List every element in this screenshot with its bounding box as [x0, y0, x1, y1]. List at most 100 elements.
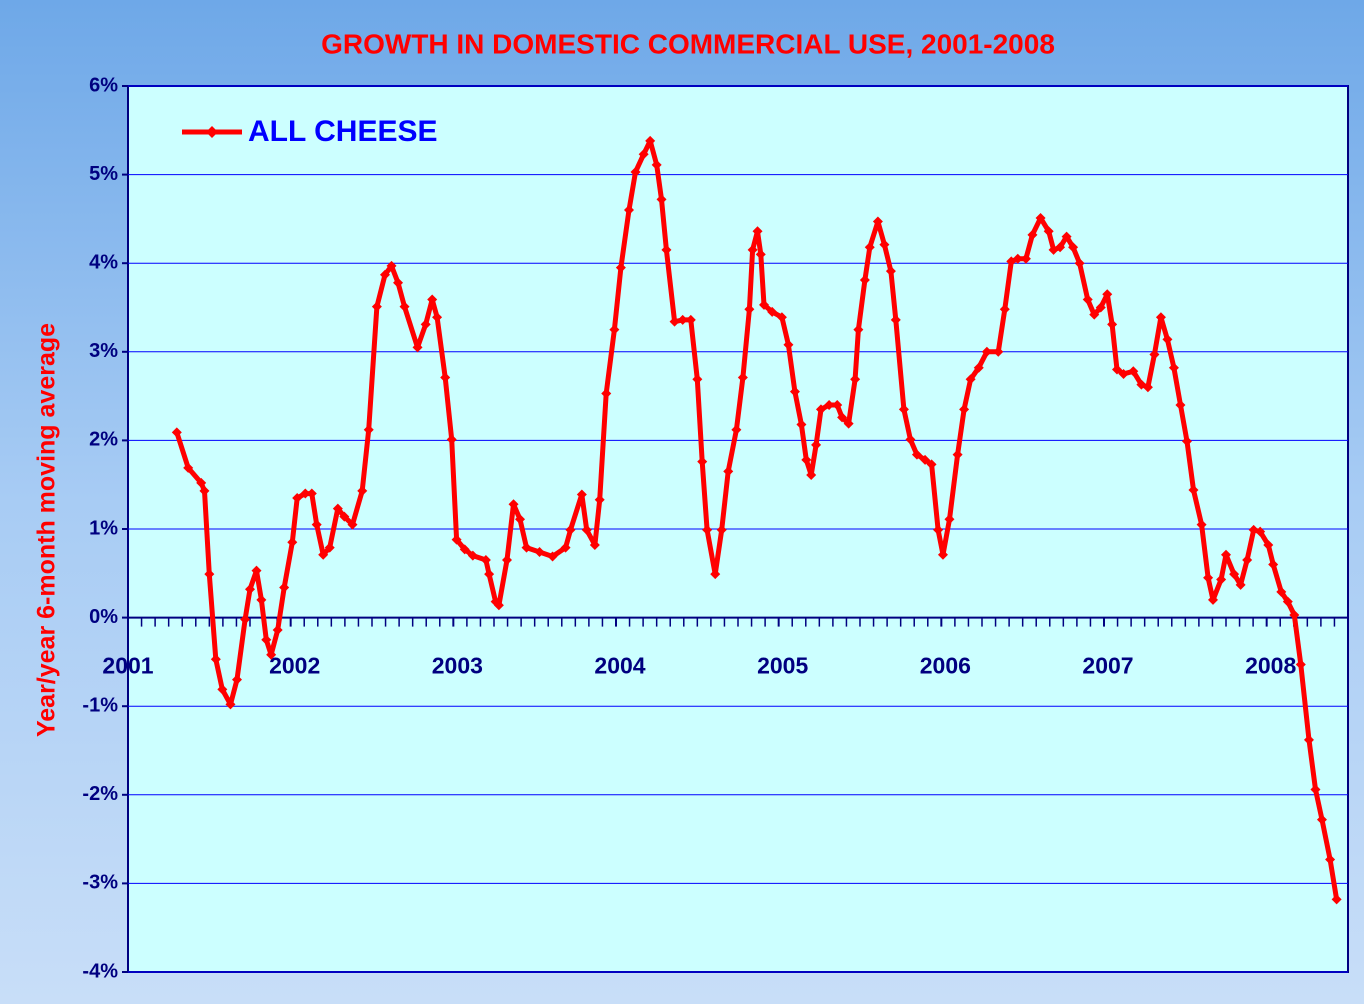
data-point: [933, 524, 944, 535]
data-point: [1118, 368, 1129, 379]
data-point: [399, 301, 410, 312]
data-point: [251, 565, 262, 576]
data-point: [272, 625, 283, 636]
data-point: [959, 404, 970, 415]
data-point: [1149, 349, 1160, 360]
x-tick-label: 2003: [432, 653, 483, 679]
data-point: [1282, 596, 1293, 607]
data-point: [796, 419, 807, 430]
data-point: [952, 449, 963, 460]
data-point: [837, 412, 848, 423]
data-point: [534, 547, 545, 558]
legend: ALL CHEESE: [182, 115, 437, 148]
data-point: [1035, 213, 1046, 224]
data-point: [459, 544, 470, 555]
data-point: [1263, 539, 1274, 550]
data-point: [645, 135, 656, 146]
data-point: [981, 346, 992, 357]
data-point: [467, 550, 478, 561]
data-point: [210, 654, 221, 665]
data-point: [993, 346, 1004, 357]
data-point: [1181, 436, 1192, 447]
data-point: [824, 399, 835, 410]
data-point: [1142, 382, 1153, 393]
data-point: [292, 492, 303, 503]
data-point: [484, 569, 495, 580]
y-tick-label: 6%: [89, 74, 118, 96]
data-point: [747, 244, 758, 255]
data-point: [630, 166, 641, 177]
data-point: [363, 424, 374, 435]
data-point: [306, 488, 317, 499]
x-tick-label: 2001: [102, 653, 153, 679]
data-point: [287, 537, 298, 548]
y-tick-label: 0%: [89, 606, 118, 628]
data-point: [324, 542, 335, 553]
data-point: [697, 456, 708, 467]
data-point: [204, 569, 215, 580]
chart-title: GROWTH IN DOMESTIC COMMERCIAL USE, 2001-…: [321, 28, 1055, 59]
data-point: [601, 388, 612, 399]
data-point: [1043, 226, 1054, 237]
data-point: [864, 242, 875, 253]
data-point: [1055, 242, 1066, 253]
data-point: [999, 304, 1010, 315]
data-point: [1155, 312, 1166, 323]
data-point: [801, 454, 812, 465]
data-point: [920, 454, 931, 465]
data-point: [357, 485, 368, 496]
data-point: [515, 514, 526, 525]
y-tick-label: -4%: [82, 960, 118, 982]
data-point: [231, 674, 242, 685]
data-point: [1289, 609, 1300, 620]
data-point: [973, 362, 984, 373]
data-point: [1196, 519, 1207, 530]
data-point: [1255, 526, 1266, 537]
data-point: [565, 524, 576, 535]
data-point: [521, 542, 532, 553]
data-point: [1074, 258, 1085, 269]
y-axis-label: Year/year 6-month moving average: [33, 323, 61, 737]
data-point: [300, 488, 311, 499]
data-point: [744, 304, 755, 315]
data-point: [624, 205, 635, 216]
legend-label: ALL CHEESE: [248, 115, 437, 148]
data-point: [879, 239, 890, 250]
data-point: [710, 569, 721, 580]
x-tick-label: 2002: [269, 653, 320, 679]
data-point: [1112, 364, 1123, 375]
data-point: [965, 374, 976, 385]
x-tick-label: 2004: [594, 653, 645, 679]
y-tick-label: -1%: [82, 694, 118, 716]
data-point: [332, 503, 343, 514]
x-tick-label: 2007: [1082, 653, 1133, 679]
data-point: [731, 424, 742, 435]
data-point: [1095, 302, 1106, 313]
data-point: [853, 324, 864, 335]
data-point: [1027, 229, 1038, 240]
data-point: [885, 266, 896, 277]
data-point: [581, 524, 592, 535]
data-point: [1331, 894, 1342, 905]
x-tick-label: 2008: [1245, 653, 1296, 679]
data-point: [890, 314, 901, 325]
data-point: [661, 244, 672, 255]
data-point: [1295, 659, 1306, 670]
data-point: [1325, 854, 1336, 865]
data-point: [196, 477, 207, 488]
data-point: [926, 459, 937, 470]
data-point: [225, 699, 236, 710]
data-point: [651, 159, 662, 170]
data-point: [911, 449, 922, 460]
data-point: [669, 316, 680, 327]
data-point: [723, 466, 734, 477]
data-point: [560, 542, 571, 553]
data-point: [1221, 549, 1231, 560]
data-point: [594, 494, 605, 505]
y-tick-label: 2%: [89, 429, 118, 451]
data-point: [638, 149, 649, 160]
data-point: [1128, 366, 1139, 377]
data-point: [420, 319, 431, 330]
data-point: [589, 539, 600, 550]
data-point: [752, 226, 763, 237]
